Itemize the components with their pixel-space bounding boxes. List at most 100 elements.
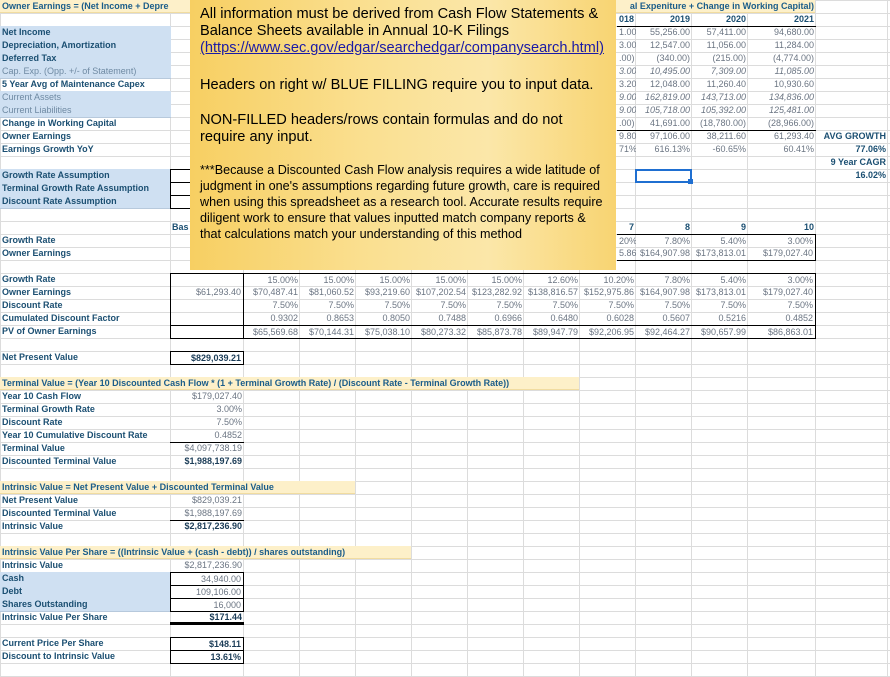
cell-current-liabilities-j[interactable]: 105,718.00 xyxy=(644,105,690,115)
row-label-owner-earnings[interactable]: Owner Earnings xyxy=(2,248,72,258)
cell-owner-earnings-c[interactable]: $70,487.41 xyxy=(252,287,298,297)
cell-earnings-growth-yoy-i[interactable]: 71% xyxy=(619,144,636,154)
cell-header-i[interactable]: 018 xyxy=(617,13,636,27)
cell-growth-rate-d[interactable]: 15.00% xyxy=(299,273,356,287)
cell-growth-rate-l[interactable]: 3.00% xyxy=(747,273,816,287)
cell-pv-of-owner-earnings-l[interactable]: $86,863.01 xyxy=(747,325,816,339)
cell-change-in-working-capital-l[interactable]: (28,966.00) xyxy=(747,117,816,131)
cell-owner-earnings-l[interactable]: $179,027.40 xyxy=(747,247,816,261)
cell-debt-b[interactable]: 109,106.00 xyxy=(170,585,244,599)
formula-banner[interactable]: Intrinsic Value = Net Present Value + Di… xyxy=(0,481,355,494)
row-label-depreciation-amortization[interactable]: Depreciation, Amortization xyxy=(0,39,171,53)
row-label-terminal-growth-rate-assumption[interactable]: Terminal Growth Rate Assumption xyxy=(0,182,171,196)
cell-5-year-avg-of-maintenance-capex-l[interactable]: 10,930.60 xyxy=(773,79,814,89)
row-label-terminal-value[interactable]: Terminal Value xyxy=(2,443,65,453)
row-label-current-assets[interactable]: Current Assets xyxy=(0,91,171,105)
cell-pv-of-owner-earnings-k[interactable]: $90,657.99 xyxy=(691,325,748,339)
cell-deferred-tax-k[interactable]: (215.00) xyxy=(712,53,746,63)
cell-discount-rate-l[interactable]: 7.50% xyxy=(747,299,816,313)
row-label-owner-earnings[interactable]: Owner Earnings xyxy=(2,287,72,297)
cell-current-assets-l[interactable]: 134,836.00 xyxy=(768,92,814,102)
cell-pv-of-owner-earnings-e[interactable]: $75,038.10 xyxy=(355,325,412,339)
cell-5-year-avg-of-maintenance-capex-j[interactable]: 12,048.00 xyxy=(649,79,690,89)
input-cell[interactable] xyxy=(170,312,244,326)
formula-banner[interactable]: Owner Earnings = (Net Income + Depre xyxy=(0,0,190,13)
cell-owner-earnings-l[interactable]: $179,027.40 xyxy=(747,286,816,300)
row-label-intrinsic-value[interactable]: Intrinsic Value xyxy=(2,521,64,531)
row-label-net-present-value[interactable]: Net Present Value xyxy=(2,495,79,505)
cell-cumulated-discount-factor-j[interactable]: 0.5607 xyxy=(662,313,690,323)
cell-year-10-cumulative-discount-rate-b[interactable]: 0.4852 xyxy=(170,429,244,443)
cell-depreciation-amortization-k[interactable]: 11,056.00 xyxy=(706,40,746,50)
cell-change-in-working-capital-k[interactable]: (18,780.00) xyxy=(691,117,748,131)
cell-cumulated-discount-factor-g[interactable]: 0.6966 xyxy=(494,313,522,323)
cell-intrinsic-value-b[interactable]: $2,817,236.90 xyxy=(184,560,242,570)
cell-discounted-terminal-value-b[interactable]: $1,988,197.69 xyxy=(184,456,242,466)
row-label-cumulated-discount-factor[interactable]: Cumulated Discount Factor xyxy=(2,313,120,323)
row-label-5-year-avg-of-maintenance-capex[interactable]: 5 Year Avg of Maintenance Capex xyxy=(2,79,145,89)
cell-terminal-growth-rate-b[interactable]: 3.00% xyxy=(216,404,242,414)
cell-cumulated-discount-factor-d[interactable]: 0.8653 xyxy=(326,313,354,323)
row-label-discounted-terminal-value[interactable]: Discounted Terminal Value xyxy=(2,456,117,466)
row-label-year-10-cash-flow[interactable]: Year 10 Cash Flow xyxy=(2,391,82,401)
row-label-discount-rate[interactable]: Discount Rate xyxy=(2,417,63,427)
cell-owner-earnings-k[interactable]: 38,211.60 xyxy=(706,131,746,141)
cell-discount-rate-h[interactable]: 7.50% xyxy=(552,300,578,310)
cell-change-in-working-capital-j[interactable]: 41,691.00 xyxy=(635,117,692,131)
cell-growth-rate-k[interactable]: 5.40% xyxy=(691,273,748,287)
cell-growth-rate-f[interactable]: 15.00% xyxy=(411,273,468,287)
input-cell[interactable] xyxy=(170,299,244,313)
cell-cumulated-discount-factor-e[interactable]: 0.8050 xyxy=(382,313,410,323)
row-label-terminal-growth-rate[interactable]: Terminal Growth Rate xyxy=(2,404,95,414)
cell-owner-earnings-k[interactable]: $173,813.01 xyxy=(691,247,748,261)
cell-year-10-cash-flow-b[interactable]: $179,027.40 xyxy=(191,391,242,401)
row-label-discount-rate[interactable]: Discount Rate xyxy=(2,300,63,310)
cell-growth-rate-l[interactable]: 3.00% xyxy=(747,234,816,248)
cell-current-assets-i[interactable]: 9.00 xyxy=(619,92,636,102)
cell-cumulated-discount-factor-h[interactable]: 0.6480 xyxy=(550,313,578,323)
cell-current-liabilities-l[interactable]: 125,481.00 xyxy=(768,105,814,115)
cell-header-k[interactable]: 9 xyxy=(740,222,746,232)
cell-owner-earnings-j[interactable]: 97,106.00 xyxy=(649,131,690,141)
cell-net-income-l[interactable]: 94,680.00 xyxy=(773,27,814,37)
cell-5-year-avg-of-maintenance-capex-k[interactable]: 11,260.40 xyxy=(706,79,746,89)
cell-intrinsic-value-b[interactable]: $2,817,236.90 xyxy=(184,521,242,531)
row-label-earnings-growth-yoy[interactable]: Earnings Growth YoY xyxy=(2,144,94,154)
formula-banner[interactable]: Intrinsic Value Per Share = ((Intrinsic … xyxy=(0,546,411,559)
cell-discount-rate-j[interactable]: 7.50% xyxy=(664,300,690,310)
row-label-current-liabilities[interactable]: Current Liabilities xyxy=(0,104,171,118)
cell-header-k[interactable]: 2020 xyxy=(691,13,748,27)
row-label-intrinsic-value-per-share[interactable]: Intrinsic Value Per Share xyxy=(2,612,108,622)
cell-owner-earnings-f[interactable]: $107,202.54 xyxy=(415,287,466,297)
row-label-current-price-per-share[interactable]: Current Price Per Share xyxy=(2,638,104,648)
cell-current-liabilities-i[interactable]: 9.00 xyxy=(619,105,636,115)
cell-net-present-value-b[interactable]: $829,039.21 xyxy=(170,351,244,365)
input-cell[interactable] xyxy=(170,325,244,339)
cell-growth-rate-j[interactable]: 7.80% xyxy=(635,234,692,248)
cell-pv-of-owner-earnings-f[interactable]: $80,273.32 xyxy=(411,325,468,339)
row-label-discount-rate-assumption[interactable]: Discount Rate Assumption xyxy=(0,195,171,209)
cell-owner-earnings-d[interactable]: $81,060.52 xyxy=(308,287,354,297)
row-label-pv-of-owner-earnings[interactable]: PV of Owner Earnings xyxy=(2,326,97,336)
cell-discount-rate-f[interactable]: 7.50% xyxy=(440,300,466,310)
cell-current-assets-j[interactable]: 162,819.00 xyxy=(644,92,690,102)
cell-pv-of-owner-earnings-c[interactable]: $65,569.68 xyxy=(243,325,300,339)
cell-discount-rate-b[interactable]: 7.50% xyxy=(216,417,242,427)
cell-intrinsic-value-per-share-b[interactable]: $171.44 xyxy=(170,611,244,625)
cell-cap-exp-opp-of-statement-j[interactable]: 10,495.00 xyxy=(649,66,690,76)
cell-net-present-value-b[interactable]: $829,039.21 xyxy=(191,495,242,505)
cell-cumulated-discount-factor-f[interactable]: 0.7488 xyxy=(438,313,466,323)
row-label-growth-rate[interactable]: Growth Rate xyxy=(2,235,56,245)
cell-owner-earnings-i[interactable]: 9.80 xyxy=(619,131,636,141)
cell-pv-of-owner-earnings-j[interactable]: $92,464.27 xyxy=(635,325,692,339)
cell-owner-earnings-b[interactable]: $61,293.40 xyxy=(170,286,244,300)
cell-owner-earnings-i[interactable]: 5.86 xyxy=(617,247,636,261)
selected-cell[interactable] xyxy=(635,169,693,184)
cell-pv-of-owner-earnings-d[interactable]: $70,144.31 xyxy=(299,325,356,339)
row-label-shares-outstanding[interactable]: Shares Outstanding xyxy=(0,598,171,612)
cell-deferred-tax-i[interactable]: .00) xyxy=(619,53,635,63)
cell-current-assets-k[interactable]: 143,713.00 xyxy=(700,92,746,102)
cell-owner-earnings-e[interactable]: $93,219.60 xyxy=(364,287,410,297)
row-label-growth-rate-assumption[interactable]: Growth Rate Assumption xyxy=(0,169,171,183)
cell-cumulated-discount-factor-l[interactable]: 0.4852 xyxy=(747,312,816,326)
